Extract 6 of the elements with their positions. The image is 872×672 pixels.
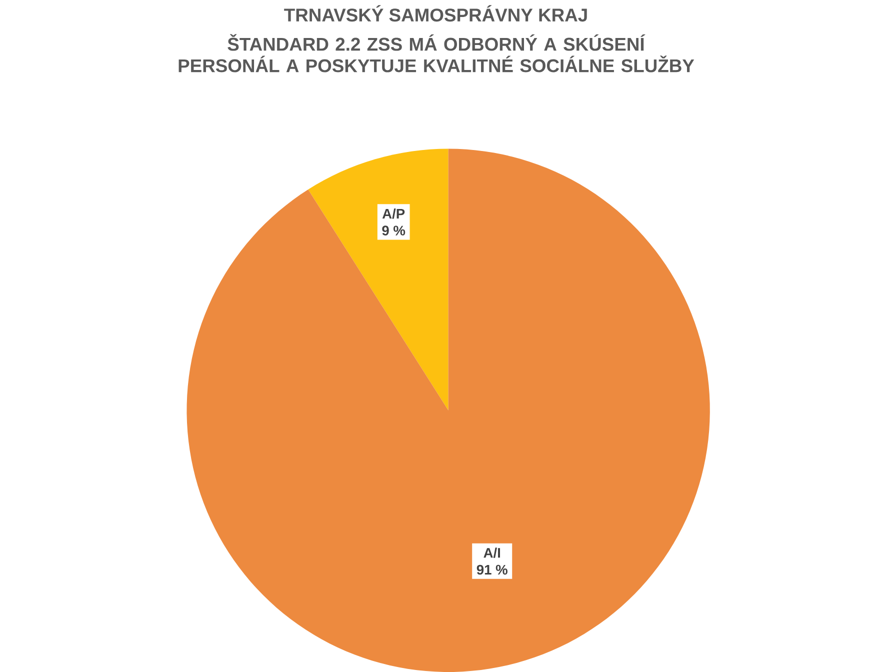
chart-subtitle: ŠTANDARD 2.2 ZSS MÁ ODBORNÝ A SKÚSENÍ PERSONÁL A POSKYTUJE KVALITNÉ SOCIÁLNE SLUŽBY (178, 34, 694, 72)
slice-label: A/P (382, 208, 405, 219)
data-label: 91 % (476, 564, 508, 575)
slice-label: A/I (484, 548, 500, 558)
chart-title: TRNAVSKÝ SAMOSPRÁVNY KRAJ (284, 5, 587, 22)
data-label: 9 % (382, 226, 406, 236)
